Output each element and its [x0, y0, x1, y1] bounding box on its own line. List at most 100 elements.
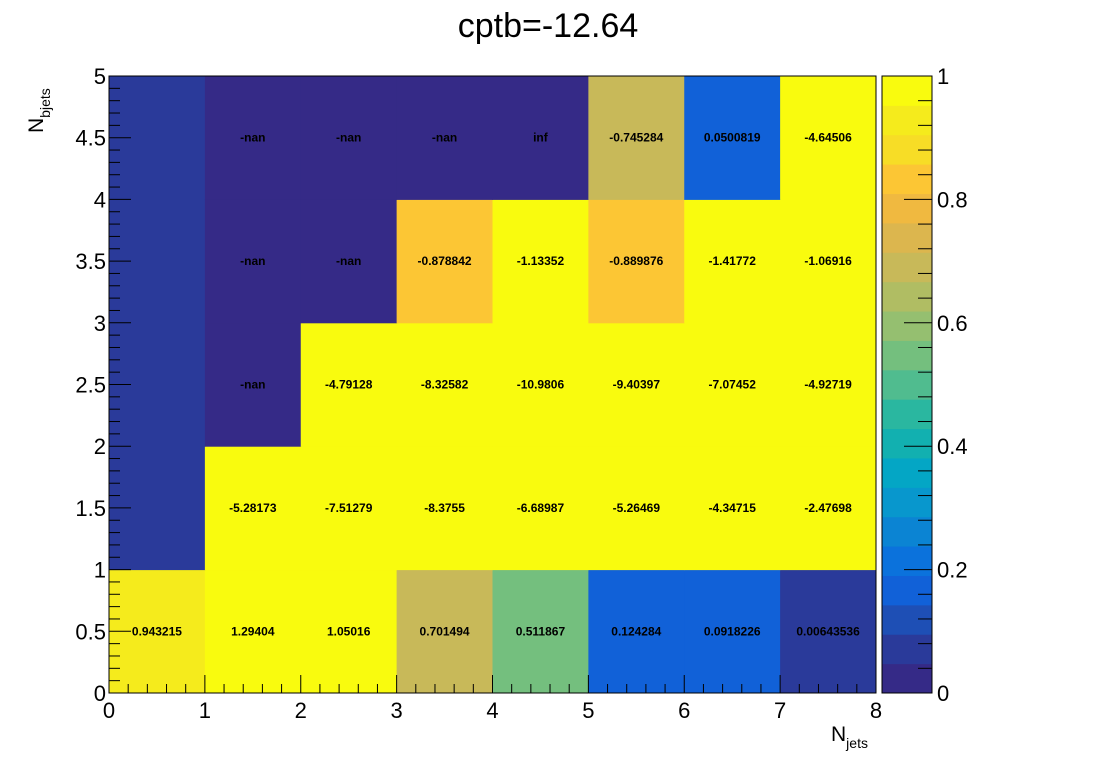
heatmap-cell: [300, 322, 398, 447]
heatmap-cell: [300, 199, 398, 324]
y-tick-label: 3.5: [75, 249, 106, 274]
cell-value-label: -7.07452: [709, 378, 757, 392]
y-tick-label: 1: [94, 558, 106, 583]
x-axis-title-main: N: [831, 723, 846, 746]
z-axis: 0 0.2 0.4 0.6 0.8 1: [904, 64, 968, 706]
heatmap-cell: [492, 569, 589, 694]
cell-value-label: 1.29404: [231, 624, 275, 638]
cell-value-label: -1.06916: [804, 254, 852, 268]
palette-swatch: [882, 252, 932, 283]
y-axis-title-main: N: [25, 118, 48, 133]
palette-swatch: [882, 193, 932, 224]
cell-value-label: -nan: [336, 131, 361, 145]
palette-swatch: [882, 575, 932, 606]
heatmap-cell: [684, 322, 781, 447]
heatmap-cell: [300, 76, 398, 200]
y-tick-label: 0.5: [75, 619, 106, 644]
y-tick-label: 4.5: [75, 126, 106, 151]
cell-value-label: -nan: [432, 131, 457, 145]
y-axis-title-sub: bjets: [37, 88, 53, 118]
cell-value-label: -4.92719: [804, 378, 852, 392]
cell-value-label: -5.28173: [229, 501, 277, 515]
x-tick-label: 3: [391, 698, 403, 723]
cell-value-label: -nan: [240, 378, 265, 392]
heatmap-cell: [588, 199, 685, 324]
z-tick-label: 0.4: [937, 434, 968, 459]
palette-swatch: [882, 76, 932, 106]
palette-swatch: [882, 222, 932, 253]
cell-value-label: -4.64506: [804, 131, 852, 145]
heatmap-cell: [588, 76, 685, 200]
palette-swatch: [882, 340, 932, 371]
heatmap-cell: [492, 199, 589, 324]
heatmap-cell: [204, 322, 302, 447]
palette-swatch: [882, 487, 932, 518]
cell-value-label: 1.05016: [327, 624, 371, 638]
cell-value-label: -4.79128: [325, 378, 373, 392]
y-axis: 0 0.5 1 1.5 2 2.5 3 3.5 4 4.5 5: [75, 64, 131, 706]
y-tick-label: 0: [94, 681, 106, 706]
heatmap-cell: [204, 76, 302, 200]
cell-value-label: -6.68987: [517, 501, 565, 515]
y-tick-label: 3: [94, 311, 106, 336]
x-axis-title-sub: jets: [845, 735, 868, 751]
heatmap-cell: [492, 446, 589, 571]
palette-swatch: [882, 516, 932, 547]
heatmap-cell: [588, 569, 685, 694]
palette-swatch: [882, 634, 932, 665]
x-tick-label: 7: [774, 698, 786, 723]
cell-value-label: 0.124284: [611, 624, 661, 638]
x-tick-label: 0: [103, 698, 115, 723]
cell-value-label: -8.32582: [421, 378, 469, 392]
palette-swatch: [882, 399, 932, 430]
chart-title: cptb=-12.64: [458, 7, 639, 45]
heatmap-cell: [396, 199, 493, 324]
cell-value-label: -nan: [240, 131, 265, 145]
cell-value-label: -0.889876: [609, 254, 663, 268]
heatmap-cell: [396, 569, 493, 694]
cell-value-label: 0.943215: [132, 624, 182, 638]
heatmap-cell: [204, 569, 302, 694]
cell-value-label: -4.34715: [709, 501, 757, 515]
heatmap-cells: [109, 76, 877, 694]
heatmap-cell: [780, 569, 877, 694]
palette-swatch: [882, 369, 932, 400]
cell-value-label: -0.745284: [609, 131, 663, 145]
heatmap-cell: [684, 446, 781, 571]
x-tick-label: 2: [295, 698, 307, 723]
y-tick-label: 2.5: [75, 373, 106, 398]
palette-swatch: [882, 105, 932, 136]
x-tick-label: 4: [486, 698, 498, 723]
x-tick-label: 5: [582, 698, 594, 723]
color-palette-bar: [881, 75, 933, 694]
palette-swatch: [882, 311, 932, 341]
cell-value-label: -8.3755: [424, 501, 465, 515]
palette-swatch: [882, 428, 932, 459]
z-tick-label: 0: [937, 681, 949, 706]
x-tick-label: 1: [199, 698, 211, 723]
cell-value-label: -9.40397: [613, 378, 661, 392]
cell-value-label: -0.878842: [418, 254, 472, 268]
x-axis: 0 1 2 3 4 5 6 7 8: [103, 675, 882, 723]
cell-value-label: 0.00643536: [796, 624, 860, 638]
cell-value-label: -nan: [336, 254, 361, 268]
cell-value-label: 0.701494: [420, 624, 470, 638]
z-tick-label: 0.6: [937, 311, 968, 336]
cell-value-label: -7.51279: [325, 501, 373, 515]
palette-swatch: [882, 457, 932, 488]
heatmap-cell: [396, 322, 493, 447]
cell-value-label: 0.0918226: [704, 624, 761, 638]
cell-value-label: inf: [533, 131, 549, 145]
cell-value-label: 0.0500819: [704, 131, 761, 145]
y-tick-label: 4: [94, 187, 106, 212]
x-tick-label: 8: [870, 698, 882, 723]
y-tick-label: 5: [94, 64, 106, 89]
heatmap-cell: [588, 446, 685, 571]
heatmap-cell: [588, 322, 685, 447]
heatmap-cell: [204, 199, 302, 324]
cell-value-label: -2.47698: [804, 501, 852, 515]
cell-value-label: -1.41772: [709, 254, 757, 268]
heatmap-cell: [780, 199, 877, 324]
palette-swatch: [882, 281, 932, 312]
